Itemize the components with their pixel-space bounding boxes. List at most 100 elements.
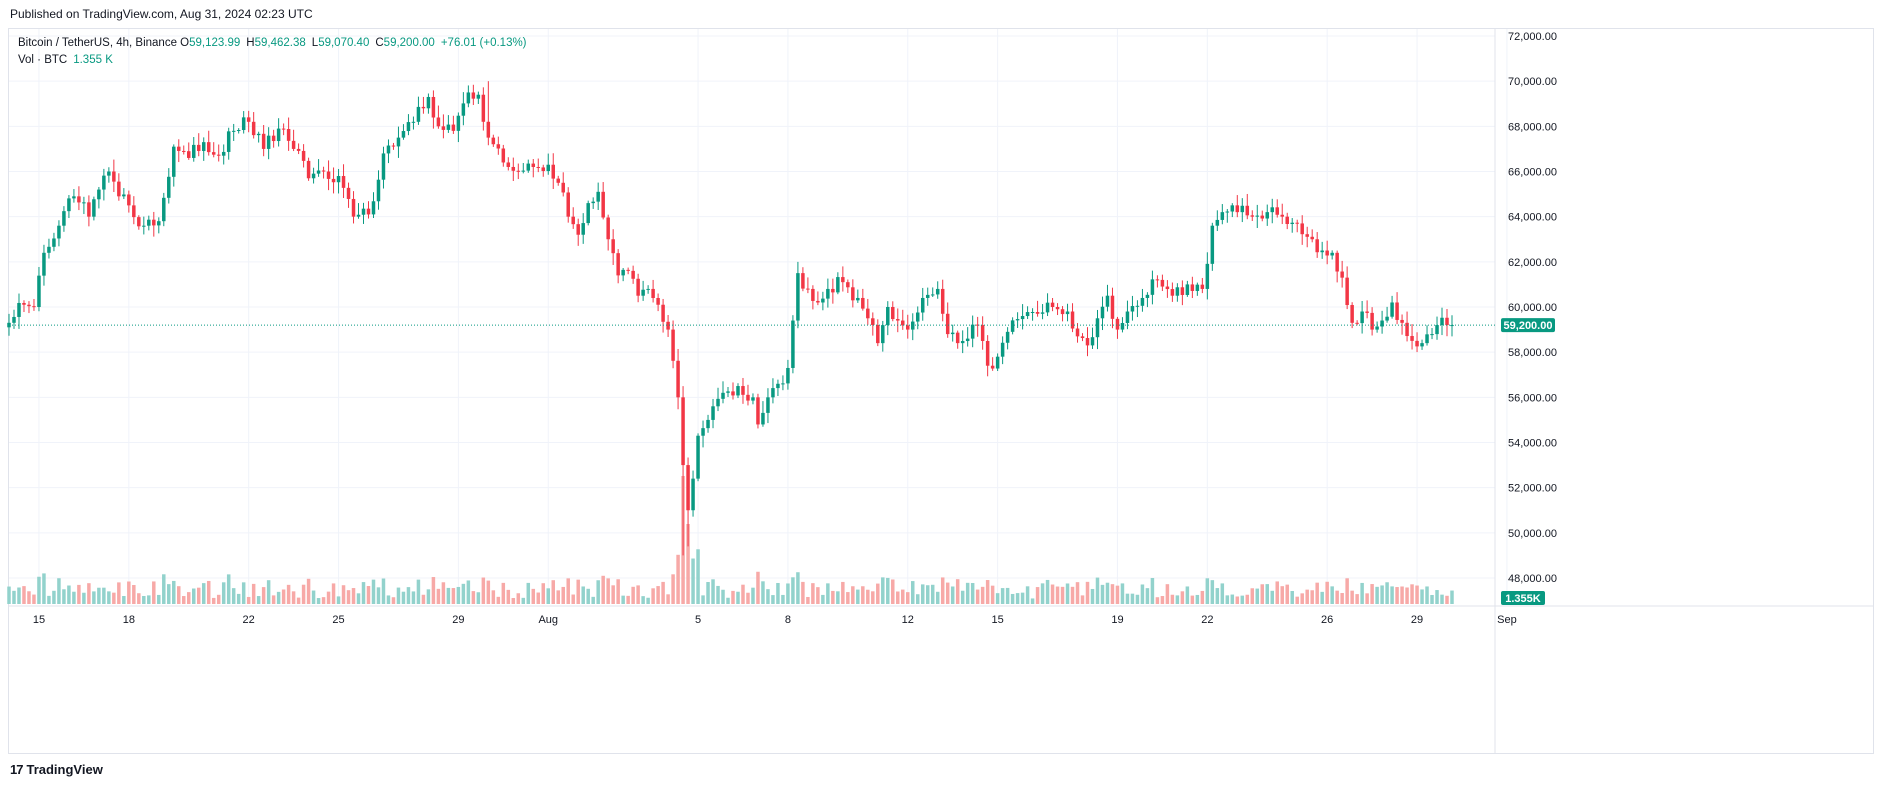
volume-bar [246, 596, 251, 604]
volume-bar [406, 587, 411, 604]
volume-bar [122, 596, 126, 604]
volume-bar [172, 580, 176, 604]
volume-bar [666, 594, 670, 604]
candle-body [1375, 326, 1379, 330]
candle-body [162, 197, 166, 222]
candle-body [82, 202, 86, 204]
volume-bar [701, 595, 705, 604]
candle-body [1025, 312, 1030, 317]
volume-bar [596, 580, 600, 604]
volume-bar [531, 588, 536, 604]
candle-body [821, 298, 825, 303]
volume-bar [1150, 577, 1155, 604]
candle-body [776, 383, 780, 389]
candle-body [596, 191, 600, 202]
candle-body [117, 181, 121, 197]
volume-bar [231, 588, 236, 604]
volume-bar [476, 592, 481, 604]
candle-body [901, 320, 905, 326]
candle-body [1440, 317, 1444, 326]
volume-bar [1310, 590, 1314, 604]
volume-bar [57, 578, 61, 604]
candle-body [411, 121, 416, 123]
candle-body [1335, 252, 1339, 272]
candle-body [216, 154, 221, 156]
volume-bar [1005, 587, 1010, 604]
candle-body [716, 398, 720, 407]
candle-body [1430, 334, 1434, 336]
volume-bar [631, 586, 635, 604]
volume-bar [336, 596, 341, 604]
volume-bar [1125, 593, 1130, 604]
volume-bar [561, 586, 565, 604]
candle-body [836, 277, 840, 293]
volume-bar [1325, 581, 1329, 604]
volume-bar [1395, 587, 1399, 604]
candle-body [866, 308, 870, 319]
volume-bar [501, 582, 506, 604]
volume-bar [67, 585, 71, 604]
candle-body [816, 300, 820, 303]
volume-bar [656, 586, 660, 604]
candle-body [321, 170, 326, 172]
candle-body [1240, 205, 1245, 213]
volume-bar [581, 586, 585, 604]
candle-body [691, 478, 695, 511]
volume-bar [326, 591, 331, 604]
published-caption: Published on TradingView.com, Aug 31, 20… [10, 7, 313, 21]
candle-body [531, 163, 536, 167]
candle-body [1315, 239, 1319, 253]
open-value: 59,123.99 [189, 37, 241, 49]
x-tick-label: 25 [332, 614, 344, 626]
candle-body [1045, 302, 1050, 313]
volume-bar [1440, 594, 1444, 604]
candle-body [1385, 316, 1389, 321]
x-tick-label: 12 [902, 614, 914, 626]
candle-body [1115, 318, 1120, 330]
volume-bar [876, 583, 880, 604]
tradingview-logo[interactable]: 17 TradingView [10, 762, 103, 777]
candle-body [586, 203, 590, 224]
candle-body [1020, 316, 1025, 320]
volume-bar [571, 594, 575, 604]
volume-bar [886, 577, 890, 604]
candle-body [1190, 284, 1195, 291]
y-tick-label: 66,000.00 [1508, 167, 1557, 179]
candle-body [876, 324, 880, 344]
volume-bar [142, 595, 146, 604]
x-tick-label: Aug [538, 614, 558, 626]
volume-bar [556, 590, 560, 604]
candle-body [132, 205, 136, 218]
y-tick-label: 64,000.00 [1508, 212, 1557, 224]
volume-bar [496, 596, 501, 604]
volume-bar [52, 590, 56, 604]
candle-body [1100, 306, 1105, 319]
volume-bar [1145, 588, 1150, 604]
candle-body [1310, 236, 1314, 240]
x-tick-label: Sep [1497, 614, 1517, 626]
volume-bar [42, 573, 46, 604]
candle-body [1085, 338, 1090, 346]
volume-bar [536, 592, 541, 604]
volume-bar [1380, 585, 1384, 604]
candle-body [211, 152, 216, 155]
volume-bar [1115, 585, 1120, 604]
volume-bar [221, 582, 226, 604]
candle-body [1395, 302, 1399, 320]
candle-body [1110, 295, 1115, 319]
candle-body [1365, 311, 1369, 313]
candle-body [636, 278, 640, 296]
volume-bar [1235, 596, 1240, 604]
volume-bar [676, 554, 680, 604]
candle-body [1165, 286, 1170, 290]
volume-bar [196, 587, 201, 604]
volume-row: Vol · BTC 1.355 K [18, 52, 533, 69]
candle-body [446, 124, 451, 130]
volume-bar [1385, 582, 1389, 604]
candle-body [196, 144, 201, 151]
volume-bar [541, 583, 546, 604]
volume-bar [127, 581, 131, 604]
volume-key: Vol · BTC [18, 54, 68, 66]
volume-bar [975, 589, 980, 604]
